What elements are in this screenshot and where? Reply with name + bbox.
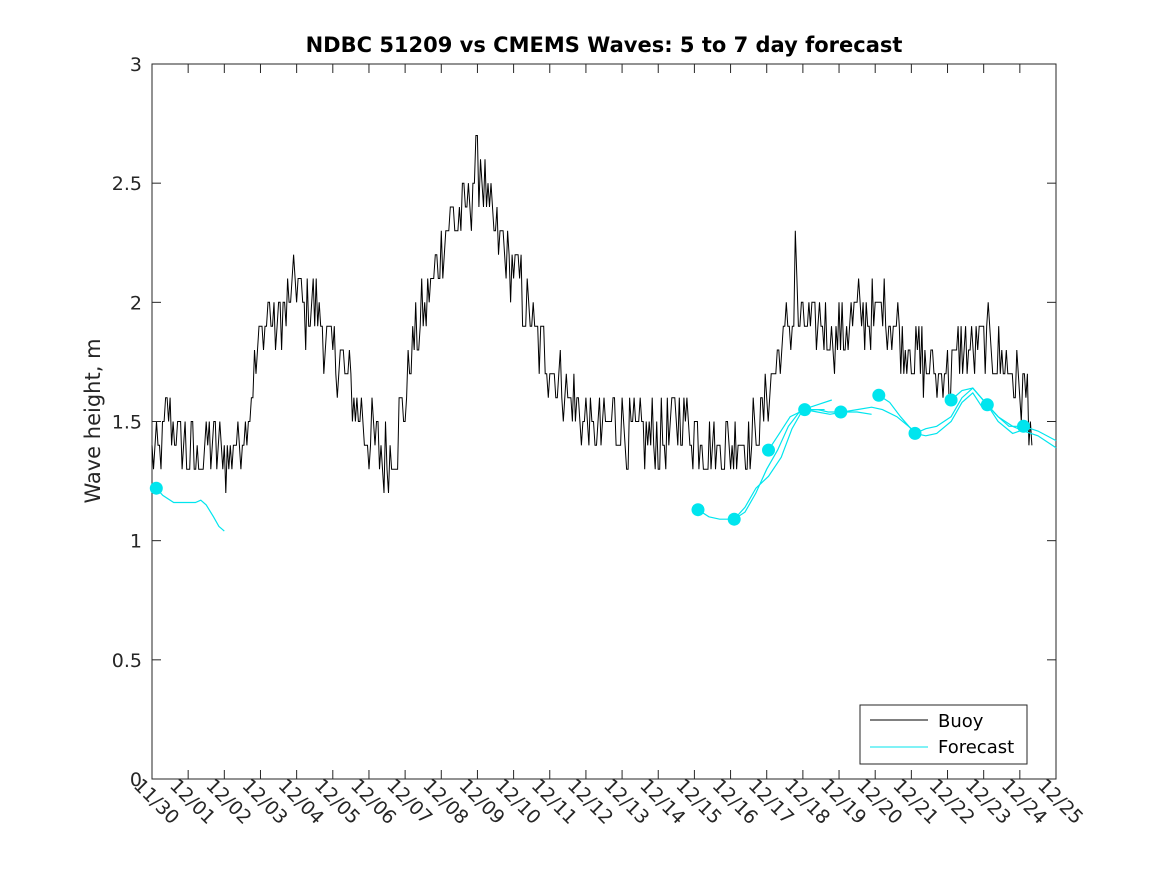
- forecast-series-group: [149, 387, 1057, 532]
- y-tick-label: 2: [130, 292, 142, 314]
- y-tick-label: 0: [130, 769, 142, 791]
- y-tick-label: 0.5: [112, 650, 142, 672]
- forecast-segment: [767, 408, 872, 451]
- y-tick-label: 1: [130, 531, 142, 553]
- chart-title: NDBC 51209 vs CMEMS Waves: 5 to 7 day fo…: [306, 33, 903, 57]
- buoy-series-group: [151, 135, 1033, 494]
- plot-frame: [151, 63, 1057, 780]
- forecast-marker: [980, 398, 994, 412]
- forecast-marker: [834, 405, 848, 419]
- y-tick-label: 2.5: [112, 173, 142, 195]
- forecast-segment: [804, 406, 912, 430]
- legend-box: [859, 704, 1028, 765]
- plot-area: [149, 63, 1057, 780]
- buoy-series-line: [151, 135, 1033, 494]
- y-tick-label: 3: [130, 54, 142, 76]
- forecast-marker: [149, 481, 163, 495]
- y-tick-label: 1.5: [112, 412, 142, 434]
- axis-ticks: [151, 63, 1057, 780]
- y-tick-labels: 0 0.5 1 1.5 2 2.5 3: [112, 54, 142, 791]
- forecast-segment: [878, 391, 985, 437]
- forecast-marker: [691, 503, 705, 517]
- forecast-marker: [762, 443, 775, 457]
- forecast-marker: [908, 426, 922, 440]
- forecast-marker: [872, 388, 886, 402]
- legend-forecast-label: Forecast: [938, 737, 1014, 758]
- forecast-segment: [986, 404, 1057, 442]
- forecast-marker: [798, 403, 812, 417]
- forecast-marker: [727, 512, 741, 526]
- x-tick-labels: 11/3012/0112/0212/0312/0412/0512/0612/07…: [129, 775, 1087, 829]
- legend-buoy-label: Buoy: [938, 711, 984, 732]
- forecast-marker: [1017, 419, 1030, 433]
- forecast-segment: [733, 399, 832, 520]
- forecast-segment: [155, 487, 225, 532]
- legend: Buoy Forecast: [859, 704, 1028, 765]
- forecast-segment: [914, 387, 1028, 435]
- forecast-marker: [944, 393, 958, 407]
- y-axis-label: Wave height, m: [81, 338, 105, 503]
